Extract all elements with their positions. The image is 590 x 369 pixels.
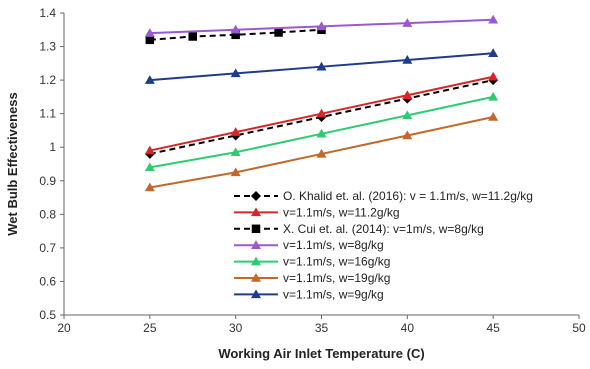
data-point-triangle <box>144 28 155 37</box>
legend-item: v=1.1m/s, w=11.2g/kg <box>234 205 400 219</box>
data-point-triangle <box>251 273 261 282</box>
y-tick-label: 1.4 <box>39 6 56 20</box>
x-tick-label: 20 <box>57 321 71 335</box>
axes: 20 25 30 35 40 45 50 0.5 0.6 0.7 0.8 0.9 1 1.1 1.2 1.3 1… <box>39 6 586 335</box>
series-1 <box>144 71 499 155</box>
data-point-triangle <box>144 162 155 172</box>
y-tick-label: 0.9 <box>39 174 56 188</box>
data-point-triangle <box>230 127 241 136</box>
data-point-triangle <box>144 145 155 155</box>
data-point-square <box>231 30 240 40</box>
series-6 <box>144 48 499 84</box>
data-point-square <box>145 35 155 45</box>
legend-label: v=1.1m/s, w=9g/kg <box>283 287 384 301</box>
data-point-triangle <box>402 110 413 120</box>
legend-label: v=1.1m/s, w=19g/kg <box>283 271 390 285</box>
legend-label: v=1.1m/s, w=11.2g/kg <box>283 205 400 219</box>
x-tick-label: 50 <box>572 321 586 335</box>
x-tick-label: 30 <box>229 321 243 335</box>
data-point-triangle <box>251 289 261 299</box>
data-point-square <box>188 32 197 41</box>
data-point-triangle <box>230 68 241 78</box>
legend-item: X. Cui et. al. (2014): v=1m/s, w=8g/kg <box>234 222 484 236</box>
data-point-triangle <box>230 167 241 177</box>
y-tick-label: 1.2 <box>39 73 56 87</box>
y-axis-title: Wet Bulb Effectiveness <box>5 92 20 236</box>
y-tick-label: 1.1 <box>39 107 56 121</box>
data-point-triangle <box>316 61 327 71</box>
y-tick-label: 0.8 <box>39 207 56 221</box>
data-point-triangle <box>488 14 499 24</box>
legend-label: X. Cui et. al. (2014): v=1m/s, w=8g/kg <box>283 222 484 236</box>
data-point-triangle <box>230 24 241 34</box>
data-point-triangle <box>402 18 413 27</box>
y-tick-label: 1 <box>49 140 56 154</box>
legend-label: v=1.1m/s, w=8g/kg <box>283 238 384 252</box>
y-tick-label: 0.6 <box>39 274 56 288</box>
data-point-square <box>274 28 283 37</box>
data-point-diamond <box>251 191 261 201</box>
legend-item: v=1.1m/s, w=19g/kg <box>234 271 390 285</box>
data-point-triangle <box>488 71 499 81</box>
data-point-triangle <box>488 112 499 121</box>
y-tick-label: 0.7 <box>39 241 56 255</box>
data-point-triangle <box>144 182 155 192</box>
data-point-triangle <box>402 54 413 64</box>
data-point-triangle <box>316 21 327 31</box>
data-point-triangle <box>230 147 241 157</box>
series-layer <box>144 14 499 192</box>
x-axis-title: Working Air Inlet Temperature (C) <box>218 346 424 361</box>
legend: O. Khalid et. al. (2016): v = 1.1m/s, w=… <box>234 189 533 301</box>
data-point-triangle <box>144 75 155 84</box>
data-point-triangle <box>402 90 413 99</box>
x-tick-label: 40 <box>401 321 415 335</box>
y-tick-label: 1.3 <box>39 40 56 54</box>
x-tick-label: 35 <box>315 321 329 335</box>
data-point-square <box>251 224 261 234</box>
series-4 <box>144 91 499 172</box>
x-tick-label: 25 <box>143 321 157 335</box>
data-point-triangle <box>316 108 327 118</box>
legend-item: v=1.1m/s, w=8g/kg <box>234 238 384 252</box>
data-point-triangle <box>251 240 261 249</box>
series-3 <box>144 14 499 37</box>
data-point-triangle <box>251 256 261 266</box>
data-point-triangle <box>488 91 499 101</box>
legend-item: v=1.1m/s, w=16g/kg <box>234 255 390 269</box>
y-tick-label: 0.5 <box>39 308 56 322</box>
legend-item: O. Khalid et. al. (2016): v = 1.1m/s, w=… <box>234 189 533 203</box>
data-point-triangle <box>402 130 413 140</box>
data-point-triangle <box>316 148 327 158</box>
x-tick-label: 45 <box>486 321 500 335</box>
data-point-triangle <box>251 207 261 217</box>
data-point-triangle <box>488 48 499 58</box>
legend-label: O. Khalid et. al. (2016): v = 1.1m/s, w=… <box>283 189 533 203</box>
data-point-triangle <box>316 128 327 138</box>
legend-item: v=1.1m/s, w=9g/kg <box>234 287 384 301</box>
legend-label: v=1.1m/s, w=16g/kg <box>283 255 390 269</box>
series-5 <box>144 112 499 192</box>
